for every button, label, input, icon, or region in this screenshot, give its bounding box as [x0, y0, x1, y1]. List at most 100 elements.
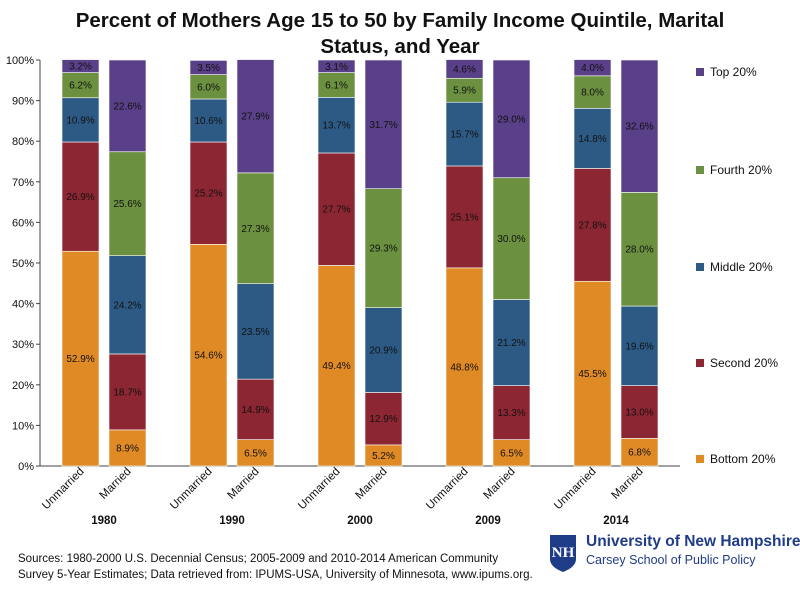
data-label: 8.0%	[581, 88, 604, 99]
data-label: 27.7%	[322, 205, 350, 216]
data-label: 8.9%	[116, 443, 139, 454]
data-label: 4.0%	[581, 63, 604, 74]
legend-label: Fourth 20%	[710, 163, 772, 177]
bar-bottom	[573, 280, 612, 467]
category-label: Unmarried	[296, 466, 342, 512]
legend-swatch	[696, 455, 704, 463]
category-label: Unmarried	[168, 466, 214, 512]
footnote-line-2: Survey 5-Year Estimates; Data retrieved …	[18, 569, 533, 581]
bar-bottom	[317, 265, 356, 467]
data-label: 25.2%	[194, 189, 222, 200]
data-label: 26.9%	[66, 192, 94, 203]
bar-middle	[236, 283, 275, 380]
data-label: 3.5%	[197, 63, 220, 74]
data-label: 14.8%	[578, 134, 606, 145]
category-label: Married	[226, 466, 262, 502]
bar-top	[445, 59, 484, 79]
bar-second	[189, 141, 228, 245]
data-label: 54.6%	[194, 351, 222, 362]
data-label: 13.7%	[322, 121, 350, 132]
data-label: 6.8%	[628, 448, 651, 459]
data-label: 27.8%	[578, 220, 606, 231]
bar-fourth	[108, 151, 147, 256]
data-label: 14.9%	[241, 405, 269, 416]
data-label: 25.6%	[113, 199, 141, 210]
data-label: 27.3%	[241, 224, 269, 235]
data-label: 5.9%	[453, 86, 476, 97]
y-tick-label: 0%	[18, 461, 34, 473]
legend-label: Top 20%	[710, 65, 757, 79]
bar-middle	[573, 108, 612, 169]
data-label: 27.9%	[241, 112, 269, 123]
y-tick-label: 40%	[12, 299, 34, 311]
svg-text:NH: NH	[552, 545, 575, 561]
bar-top	[620, 59, 659, 193]
data-label: 6.1%	[325, 80, 348, 91]
bar-fourth	[317, 72, 356, 98]
chart-title: Percent of Mothers Age 15 to 50 by Famil…	[75, 9, 725, 58]
bar-top	[364, 59, 403, 190]
data-label: 45.5%	[578, 369, 606, 380]
data-label: 32.6%	[625, 122, 653, 133]
data-label: 48.8%	[450, 362, 478, 373]
bar-fourth	[61, 72, 100, 99]
legend-swatch	[696, 68, 704, 76]
data-label: 23.5%	[241, 327, 269, 338]
data-label: 3.1%	[325, 62, 348, 73]
category-label: Married	[354, 466, 390, 502]
bar-second	[364, 392, 403, 446]
data-label: 13.0%	[625, 408, 653, 419]
bar-fourth	[189, 74, 228, 100]
bar-top	[61, 59, 100, 73]
legend-swatch	[696, 166, 704, 174]
category-label: Married	[98, 466, 134, 502]
data-label: 19.6%	[625, 341, 653, 352]
bar-top	[108, 59, 147, 153]
data-label: 22.6%	[113, 101, 141, 112]
category-label: Married	[610, 466, 646, 502]
bar-middle	[492, 299, 531, 386]
bar-bottom	[620, 438, 659, 467]
bar-top	[492, 59, 531, 179]
data-label: 49.4%	[322, 361, 350, 372]
data-label: 29.0%	[497, 114, 525, 125]
y-tick-label: 30%	[12, 339, 34, 351]
y-tick-label: 10%	[12, 420, 34, 432]
bar-second	[620, 385, 659, 439]
bar-bottom	[236, 439, 275, 467]
legend-label: Middle 20%	[710, 260, 773, 274]
group-label: 2014	[603, 515, 629, 527]
data-label: 25.1%	[450, 212, 478, 223]
data-label: 6.5%	[500, 448, 523, 459]
y-tick-label: 50%	[12, 258, 34, 270]
data-label: 28.0%	[625, 245, 653, 256]
y-tick-label: 90%	[12, 96, 34, 108]
data-label: 13.3%	[497, 408, 525, 419]
data-label: 3.2%	[69, 62, 92, 73]
bar-fourth	[573, 75, 612, 109]
bar-bottom	[189, 244, 228, 467]
bar-fourth	[236, 172, 275, 285]
bar-bottom	[492, 439, 531, 467]
data-label: 6.5%	[244, 448, 267, 459]
bar-bottom	[445, 267, 484, 467]
data-label: 10.9%	[66, 115, 94, 126]
data-label: 15.7%	[450, 130, 478, 141]
footnote-line-1: Sources: 1980-2000 U.S. Decennial Census…	[18, 553, 499, 565]
bar-fourth	[364, 188, 403, 308]
stacked-bar-chart: 0% 10% 20% 30% 40% 50% 60% 70% 80% 90% 100% 52.9% 26…	[6, 55, 779, 527]
data-label: 52.9%	[66, 354, 94, 365]
bar-second	[236, 378, 275, 440]
data-label: 29.3%	[369, 244, 397, 255]
bar-top	[317, 59, 356, 73]
data-label: 12.9%	[369, 414, 397, 425]
y-tick-label: 20%	[12, 380, 34, 392]
data-label: 30.0%	[497, 234, 525, 245]
data-label: 24.2%	[113, 300, 141, 311]
y-tick-label: 100%	[6, 55, 34, 67]
unh-mark-icon: NH	[550, 535, 576, 572]
category-label: Unmarried	[424, 466, 470, 512]
category-label: Unmarried	[552, 466, 598, 512]
category-label: Unmarried	[40, 466, 86, 512]
data-label: 6.2%	[69, 81, 92, 92]
